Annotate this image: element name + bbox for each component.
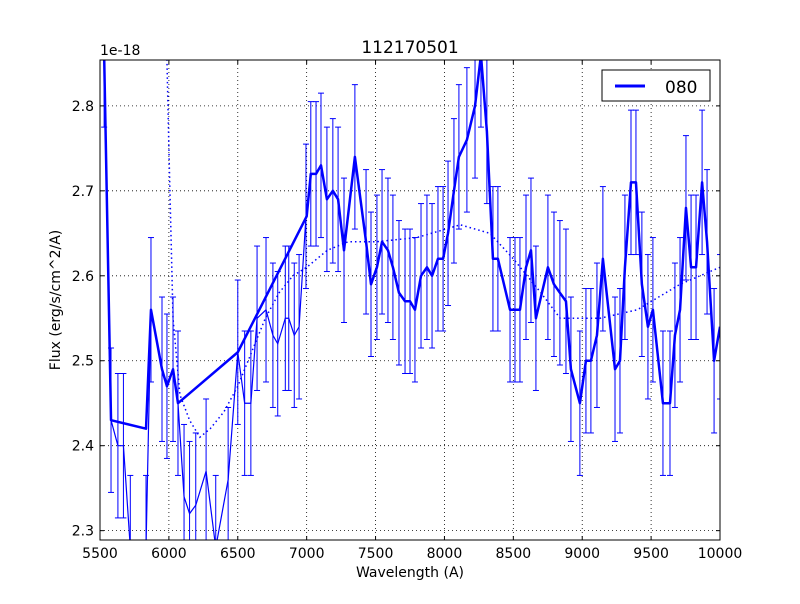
y-offset-label: 1e-18 <box>100 43 140 59</box>
x-tick-label: 6000 <box>151 546 187 562</box>
legend: 080 <box>602 70 710 101</box>
x-tick-label: 9000 <box>564 546 600 562</box>
y-tick-label: 2.4 <box>72 439 94 455</box>
thin-spectrum-line <box>104 55 720 548</box>
x-axis-label: Wavelength (A) <box>356 565 464 581</box>
x-tick-label: 5500 <box>82 546 118 562</box>
x-tick-label: 8500 <box>496 546 532 562</box>
binned-spectrum-line-080 <box>104 55 720 429</box>
x-tick-label: 7500 <box>358 546 394 562</box>
x-tick-label: 8000 <box>427 546 463 562</box>
legend-label: 080 <box>665 78 697 98</box>
x-tick-label: 10000 <box>698 546 743 562</box>
y-tick-label: 2.3 <box>72 524 94 540</box>
x-tick-label: 9500 <box>633 546 669 562</box>
y-tick-label: 2.7 <box>72 184 94 200</box>
y-tick-label: 2.6 <box>72 269 94 285</box>
x-tick-label: 7000 <box>289 546 325 562</box>
x-tick-label: 6500 <box>220 546 256 562</box>
y-tick-label: 2.5 <box>72 354 94 370</box>
chart-title: 112170501 <box>361 38 458 58</box>
y-axis-label: Flux (erg/s/cm^2/A) <box>48 230 64 370</box>
y-tick-label: 2.8 <box>72 99 94 115</box>
